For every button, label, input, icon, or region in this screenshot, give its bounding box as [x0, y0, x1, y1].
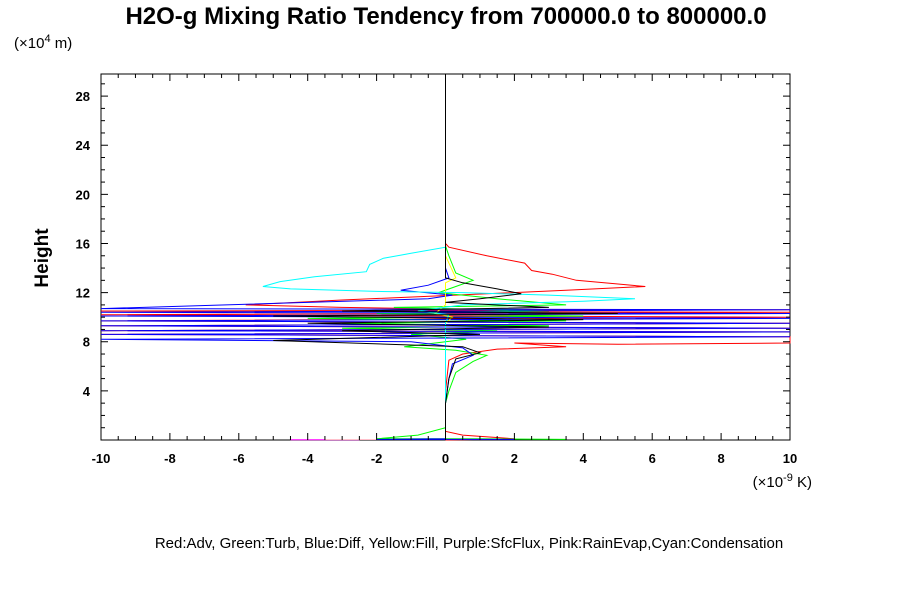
x-tick-label: -6 [233, 451, 245, 466]
y-unit-suffix: m) [51, 35, 73, 52]
y-tick-label: 28 [76, 89, 90, 104]
x-tick-label: 10 [783, 451, 797, 466]
series-line-total [273, 74, 618, 440]
chart-title: H2O-g Mixing Ratio Tendency from 700000.… [125, 3, 766, 30]
x-tick-label: 4 [580, 451, 588, 466]
y-unit-prefix: (×10 [14, 35, 44, 52]
y-axis-unit: (×104 m) [14, 33, 72, 52]
series-group [100, 74, 791, 441]
y-tick-label: 4 [83, 384, 91, 399]
x-unit-prefix: (×10 [753, 474, 783, 491]
y-tick-label: 12 [76, 286, 90, 301]
y-ticks: 4 8 12 16 20 24 28 [76, 83, 790, 429]
legend-text: Red:Adv, Green:Turb, Blue:Diff, Yellow:F… [155, 535, 783, 552]
y-axis-label: Height [32, 228, 53, 288]
series-line-adv [100, 74, 791, 441]
y-tick-label: 16 [76, 236, 90, 251]
y-unit-exponent: 4 [44, 33, 50, 45]
x-tick-label: 0 [442, 451, 449, 466]
x-tick-label: -10 [92, 451, 111, 466]
x-tick-label: 6 [649, 451, 656, 466]
x-ticks: -10 -8 -6 -4 -2 0 2 4 6 8 10 [92, 74, 797, 466]
x-tick-label: 2 [511, 451, 518, 466]
x-unit-suffix: K) [793, 474, 812, 491]
x-tick-label: -4 [302, 451, 314, 466]
x-tick-label: 8 [717, 451, 724, 466]
x-tick-label: -8 [164, 451, 176, 466]
x-axis-unit: (×10-9 K) [753, 472, 812, 491]
y-tick-label: 20 [76, 187, 90, 202]
series-line-turb [307, 74, 584, 440]
y-tick-label: 8 [83, 335, 90, 350]
y-tick-label: 24 [76, 138, 91, 153]
x-tick-label: -2 [371, 451, 383, 466]
x-unit-exponent: -9 [783, 472, 793, 484]
